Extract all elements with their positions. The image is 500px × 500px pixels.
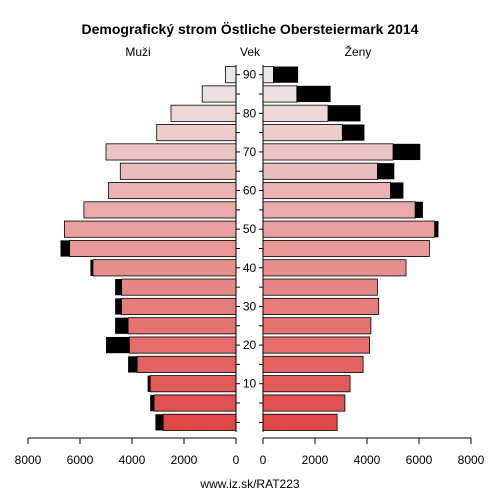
women-bar-65-69 [262, 162, 378, 180]
women-surplus-bar-80-84 [328, 105, 361, 122]
women-x-tick-label: 4000 [354, 453, 381, 467]
women-surplus-bar-55-59 [415, 201, 423, 218]
age-tick-label: 20 [243, 338, 257, 352]
left-header-men: Muži [125, 45, 150, 59]
men-x-tick-label: 6000 [67, 453, 94, 467]
women-bar-30-34 [262, 297, 380, 315]
men-surplus-bar-25-29 [115, 317, 129, 334]
age-tick-label: 90 [243, 68, 257, 82]
men-bar-15-19 [136, 355, 237, 373]
men-bar-10-14 [149, 375, 237, 393]
men-bar-55-59 [83, 201, 237, 219]
men-x-tick-label: 8000 [15, 453, 42, 467]
men-bar-0-4 [162, 413, 237, 431]
chart-title: Demografický strom Östliche Obersteierma… [82, 21, 419, 37]
women-bar-5-9 [262, 394, 346, 412]
men-bar-65-69 [119, 162, 237, 180]
women-x-tick-label: 0 [260, 453, 267, 467]
men-bar-20-24 [128, 336, 237, 354]
women-x-tick-label: 8000 [458, 453, 485, 467]
men-x-axis: 8000 6000 4000 2000 0 [15, 437, 240, 467]
age-tick-label: 70 [243, 145, 257, 159]
men-bars [60, 66, 237, 431]
men-bar-80-84 [170, 104, 237, 122]
women-bar-15-19 [262, 355, 364, 373]
women-bar-0-4 [262, 413, 338, 431]
age-tick-label: 40 [243, 261, 257, 275]
women-surplus-bar-75-79 [342, 124, 365, 141]
men-surplus-bar-5-9 [150, 394, 155, 412]
women-bar-60-64 [262, 182, 391, 200]
men-bar-85-89 [201, 85, 237, 103]
women-bar-25-29 [262, 317, 372, 335]
men-x-tick-label: 4000 [119, 453, 146, 467]
women-x-tick-label: 6000 [406, 453, 433, 467]
women-bar-45-49 [262, 239, 430, 258]
men-surplus-bar-20-24 [106, 336, 130, 354]
women-surplus-bar-60-64 [390, 182, 404, 199]
age-tick-label: 60 [243, 184, 257, 198]
men-x-tick-label: 0 [233, 453, 240, 467]
women-bar-85-89 [262, 85, 298, 103]
men-bar-50-54 [64, 220, 237, 238]
men-bar-70-74 [105, 143, 237, 161]
age-tick-label: 30 [243, 299, 257, 313]
age-tick-label: 10 [243, 377, 257, 391]
men-surplus-bar-10-14 [147, 375, 151, 392]
women-bar-40-44 [262, 259, 407, 277]
men-x-tick-label: 2000 [171, 453, 198, 467]
women-bar-90+ [262, 66, 274, 84]
women-bar-20-24 [262, 336, 370, 354]
men-surplus-bar-0-4 [155, 414, 164, 431]
women-surplus-bar-70-74 [393, 143, 421, 161]
women-bars [262, 66, 439, 431]
men-surplus-bar-35-39 [115, 279, 122, 296]
age-axis: 10 20 30 40 50 60 70 80 90 [235, 65, 264, 432]
right-header-women: Ženy [345, 44, 372, 59]
men-bar-35-39 [121, 278, 237, 296]
women-bar-35-39 [262, 278, 378, 296]
women-bar-10-14 [262, 375, 351, 393]
footer-source: www.iz.sk/RAT223 [199, 477, 299, 491]
women-x-tick-label: 2000 [302, 453, 329, 467]
men-surplus-bar-40-44 [90, 259, 93, 276]
women-surplus-bar-50-54 [434, 221, 439, 238]
men-bar-90+ [225, 66, 237, 84]
women-x-axis: 0 2000 4000 6000 8000 [260, 437, 485, 467]
men-bar-60-64 [108, 182, 237, 200]
men-bar-5-9 [153, 394, 237, 412]
women-bar-55-59 [262, 201, 416, 219]
women-bar-75-79 [262, 124, 343, 142]
women-surplus-bar-90+ [273, 66, 299, 83]
men-bar-30-34 [121, 297, 237, 315]
men-bar-40-44 [92, 259, 237, 277]
age-tick-label: 80 [243, 106, 257, 120]
women-bar-70-74 [262, 143, 394, 161]
men-bar-75-79 [156, 124, 237, 142]
women-bar-80-84 [262, 104, 329, 122]
women-surplus-bar-85-89 [296, 85, 331, 103]
center-header-age: Vek [240, 45, 261, 59]
women-surplus-bar-65-69 [377, 163, 395, 180]
women-bar-50-54 [262, 220, 436, 238]
men-bar-25-29 [127, 317, 237, 335]
men-surplus-bar-45-49 [60, 240, 70, 257]
men-surplus-bar-30-34 [115, 298, 122, 315]
men-bar-45-49 [69, 239, 237, 258]
age-tick-label: 50 [243, 222, 257, 236]
men-surplus-bar-15-19 [128, 356, 138, 373]
